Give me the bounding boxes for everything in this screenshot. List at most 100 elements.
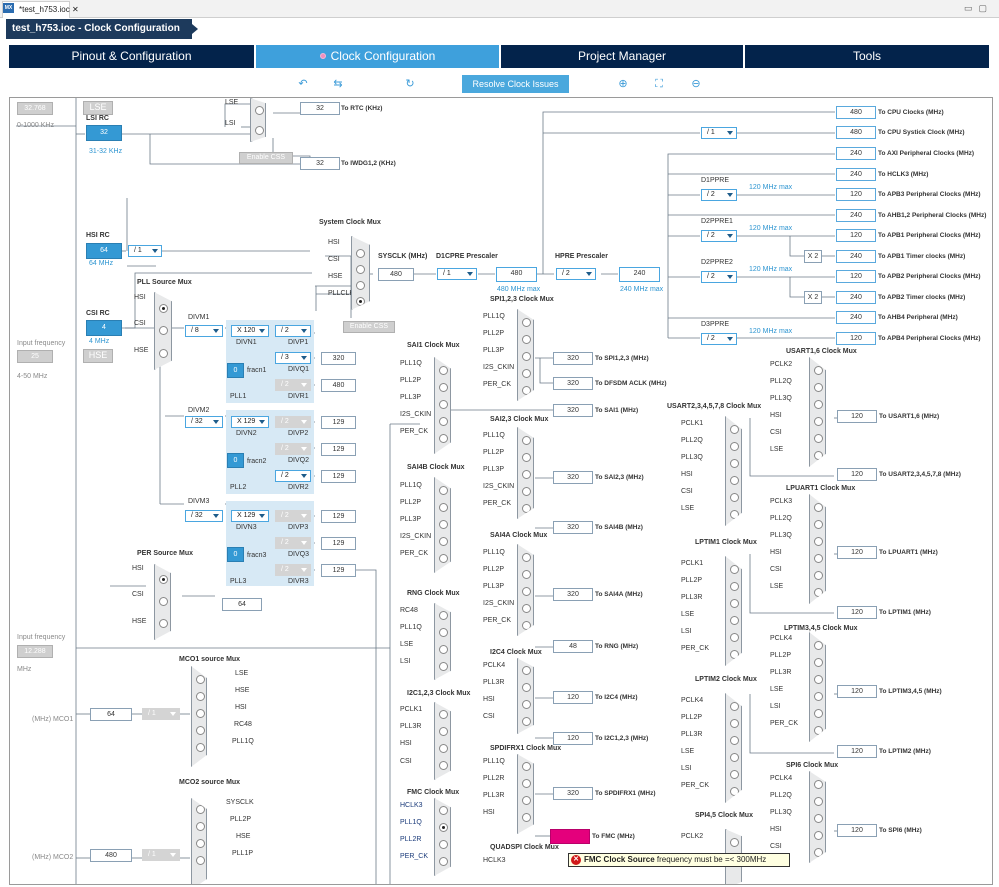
spi45-radio-0[interactable]: [730, 838, 739, 847]
spi6-radio-1[interactable]: [814, 797, 823, 806]
sai1-radio-3[interactable]: [439, 417, 448, 426]
sai1-radio-0[interactable]: [439, 366, 448, 375]
redo-icon[interactable]: ⇆: [333, 78, 343, 90]
fmc-clock-mux[interactable]: [434, 798, 451, 876]
permux-csi-radio[interactable]: [159, 597, 168, 606]
spi123-radio-4[interactable]: [522, 386, 531, 395]
systick-value[interactable]: 480: [836, 126, 876, 139]
mco2-sysclk-radio[interactable]: [196, 805, 205, 814]
divq2-select[interactable]: / 2: [275, 443, 311, 455]
lptim2-radio-3[interactable]: [730, 753, 739, 762]
pll-source-mux[interactable]: [154, 292, 172, 370]
usart2-radio-3[interactable]: [730, 476, 739, 485]
axi-clock-value[interactable]: 240: [836, 147, 876, 160]
hsi-divider-select[interactable]: / 1: [128, 245, 162, 257]
i2c123-radio-2[interactable]: [439, 744, 448, 753]
sai23-radio-0[interactable]: [522, 436, 531, 445]
spi123-radio-2[interactable]: [522, 352, 531, 361]
divr3-select[interactable]: / 2: [275, 564, 311, 576]
refresh-icon[interactable]: ↻: [405, 78, 415, 90]
spi123-radio-0[interactable]: [522, 318, 531, 327]
lptim345-radio-2[interactable]: [814, 675, 823, 684]
i2c4-radio-0[interactable]: [522, 666, 531, 675]
lsi-rc-value[interactable]: 32: [86, 125, 122, 141]
rng-radio-0[interactable]: [439, 611, 448, 620]
hse-frequency-input[interactable]: 25: [17, 350, 53, 363]
sai4b-radio-2[interactable]: [439, 520, 448, 529]
sai4b-clock-mux[interactable]: [434, 477, 451, 573]
csi-rc-value[interactable]: 4: [86, 320, 122, 336]
i2c123-clock-mux[interactable]: [434, 702, 451, 780]
lptim2-radio-0[interactable]: [730, 702, 739, 711]
divr2-select[interactable]: / 2: [275, 470, 311, 482]
sai4b-radio-3[interactable]: [439, 537, 448, 546]
lptim2-radio-1[interactable]: [730, 719, 739, 728]
fmc-radio-1[interactable]: [439, 823, 448, 832]
rtc-enable-css-button[interactable]: Enable CSS: [239, 152, 293, 164]
pllmux-hse-radio[interactable]: [159, 349, 168, 358]
close-icon[interactable]: ✕: [71, 5, 79, 14]
hse-oscillator[interactable]: HSE: [83, 349, 113, 363]
mco1-source-mux[interactable]: [191, 666, 207, 767]
sai23-clock-mux[interactable]: [517, 427, 534, 519]
usart16-radio-2[interactable]: [814, 400, 823, 409]
lptim1-radio-2[interactable]: [730, 599, 739, 608]
sai4b-radio-4[interactable]: [439, 554, 448, 563]
rng-radio-2[interactable]: [439, 645, 448, 654]
mco1-hsi-radio[interactable]: [196, 709, 205, 718]
spi6-clock-mux[interactable]: [809, 771, 826, 863]
divr1-select[interactable]: / 2: [275, 379, 311, 391]
i2c4-radio-1[interactable]: [522, 683, 531, 692]
lpuart1-clock-mux[interactable]: [809, 494, 826, 604]
fracn2-value[interactable]: 0: [227, 453, 244, 468]
lptim345-radio-3[interactable]: [814, 692, 823, 701]
lptim1-radio-1[interactable]: [730, 582, 739, 591]
hsi-rc-value[interactable]: 64: [86, 243, 122, 259]
spdif-radio-2[interactable]: [522, 796, 531, 805]
usart16-radio-0[interactable]: [814, 366, 823, 375]
usart16-radio-4[interactable]: [814, 434, 823, 443]
sai4a-clock-mux[interactable]: [517, 544, 534, 636]
sai4a-radio-4[interactable]: [522, 621, 531, 630]
sysclk-enable-css-button[interactable]: Enable CSS: [343, 321, 395, 333]
sai23-radio-2[interactable]: [522, 470, 531, 479]
sai4b-radio-0[interactable]: [439, 486, 448, 495]
spi123-radio-1[interactable]: [522, 335, 531, 344]
d1ppre-select[interactable]: / 2: [701, 189, 737, 201]
sai23-radio-1[interactable]: [522, 453, 531, 462]
sysmux-hse-radio[interactable]: [356, 281, 365, 290]
usart2-radio-5[interactable]: [730, 510, 739, 519]
rng-radio-1[interactable]: [439, 628, 448, 637]
per-source-mux[interactable]: [154, 564, 171, 640]
apb1-value[interactable]: 120: [836, 229, 876, 242]
sysmux-csi-radio[interactable]: [356, 265, 365, 274]
tab-tools[interactable]: Tools: [745, 45, 989, 68]
lptim345-clock-mux[interactable]: [809, 632, 826, 742]
rtc-lse-radio[interactable]: [255, 106, 264, 115]
apb3-value[interactable]: 120: [836, 188, 876, 201]
resolve-clock-issues-button[interactable]: Resolve Clock Issues: [462, 75, 569, 93]
tab-project-manager[interactable]: Project Manager: [501, 45, 743, 68]
lptim2-radio-4[interactable]: [730, 770, 739, 779]
divn1-select[interactable]: X 120: [231, 325, 269, 337]
sai23-radio-3[interactable]: [522, 487, 531, 496]
spi6-radio-3[interactable]: [814, 831, 823, 840]
ahb4-value[interactable]: 240: [836, 311, 876, 324]
maximize-icon[interactable]: ▢: [978, 3, 993, 13]
usart2-radio-2[interactable]: [730, 459, 739, 468]
spdif-clock-mux[interactable]: [517, 754, 534, 834]
d2ppre1-select[interactable]: / 2: [701, 230, 737, 242]
spi123-clock-mux[interactable]: [517, 309, 534, 401]
sai1-radio-1[interactable]: [439, 383, 448, 392]
systick-divider-select[interactable]: / 1: [701, 127, 737, 139]
lptim2-clock-mux[interactable]: [725, 693, 742, 803]
lpuart1-radio-4[interactable]: [814, 571, 823, 580]
sai1-radio-2[interactable]: [439, 400, 448, 409]
system-clock-mux[interactable]: [351, 236, 370, 310]
ahb12-value[interactable]: 240: [836, 209, 876, 222]
tab-clock-configuration[interactable]: Clock Configuration: [256, 45, 499, 68]
spi6-radio-4[interactable]: [814, 848, 823, 857]
usart2-clock-mux[interactable]: [725, 416, 742, 526]
lse-oscillator[interactable]: LSE: [83, 101, 113, 115]
mco2-divider-select[interactable]: / 1: [142, 849, 180, 861]
